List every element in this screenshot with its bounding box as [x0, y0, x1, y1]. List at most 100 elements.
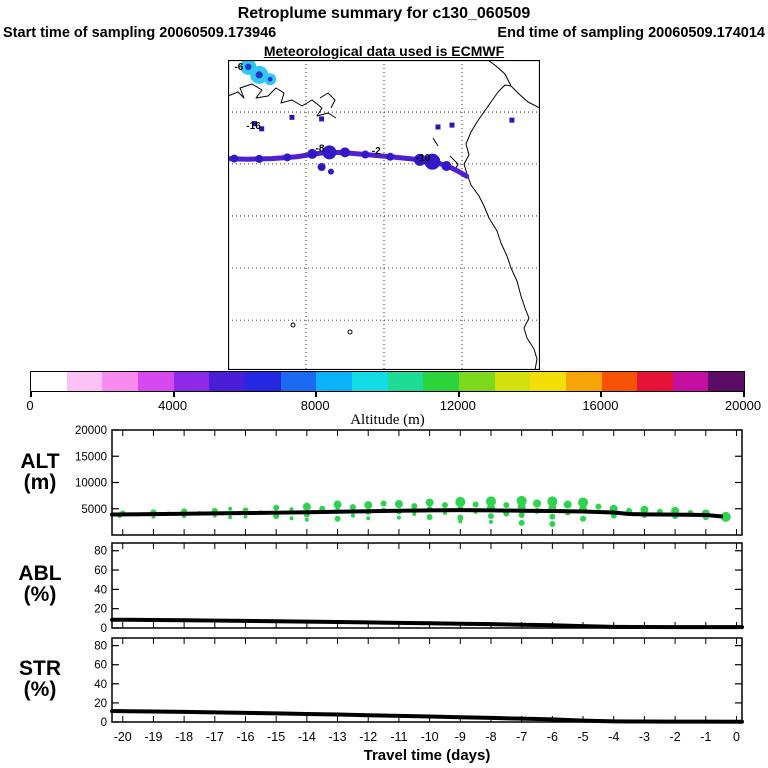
- colorbar-gradient: [30, 371, 745, 392]
- particle-dot: [485, 496, 496, 507]
- colorbar-segment: [530, 372, 566, 391]
- panel-border: [111, 637, 743, 723]
- coastline-gulf: [487, 59, 512, 87]
- plume-marker: [259, 126, 265, 132]
- particle-dot: [289, 516, 294, 521]
- x-tick-label: -13: [329, 730, 347, 744]
- x-tick-label: -17: [206, 730, 224, 744]
- colorbar-segment: [708, 372, 745, 391]
- x-tick-label: -20: [114, 730, 132, 744]
- trajectory-dot: [413, 153, 426, 166]
- trajectory-dot: [361, 150, 370, 159]
- start-time-label: Start time of sampling 20060509.173946: [3, 25, 277, 41]
- particle-dot: [458, 519, 463, 524]
- colorbar-segment: [423, 372, 459, 391]
- y-tick-label: 0: [101, 623, 107, 635]
- trajectory-dot: [441, 161, 452, 172]
- colorbar-tick-label: 16000: [582, 398, 619, 413]
- panel-border: [111, 542, 743, 629]
- plume-marker: [319, 165, 325, 171]
- x-tick-label: -18: [175, 730, 193, 744]
- day-label: -8: [316, 143, 325, 154]
- colorbar-segment: [102, 372, 138, 391]
- day-label: -16: [246, 121, 261, 132]
- map-border: [227, 59, 541, 371]
- particle-dot: [426, 514, 433, 521]
- y-tick-label: 20: [94, 604, 107, 616]
- colorbar: Altitude (m) 0 4000 8000 12000 16000 20000: [26, 371, 761, 428]
- x-tick-label: -16: [236, 730, 254, 744]
- trajectory-dot: [424, 153, 441, 170]
- x-tick-label: -14: [298, 730, 316, 744]
- particle-dot: [350, 513, 355, 518]
- particle-dot: [228, 506, 233, 511]
- trajectory-dot: [340, 147, 350, 158]
- particle-dot: [720, 511, 731, 522]
- y-tick-label: 0: [101, 717, 107, 729]
- colorbar-title: Altitude (m): [350, 412, 425, 428]
- y-tick-label: 60: [94, 565, 107, 577]
- colorbar-tick: [30, 392, 32, 397]
- particle-dot: [518, 519, 525, 526]
- particle-dot: [289, 507, 294, 512]
- particle-dot: [488, 519, 493, 524]
- colorbar-segment: [494, 372, 531, 391]
- x-axis-title: Travel time (days): [364, 747, 491, 764]
- particle-dot: [411, 503, 418, 510]
- colorbar-segment: [173, 372, 210, 391]
- x-tick-label: 0: [733, 730, 740, 744]
- plume-marker: [289, 114, 295, 120]
- colorbar-segment: [672, 372, 709, 391]
- x-tick-label: -12: [359, 730, 377, 744]
- mean-line: [110, 617, 744, 630]
- colorbar-segment: [209, 372, 245, 391]
- colorbar-tick-label: 8000: [300, 398, 330, 413]
- x-tick-label: -6: [547, 730, 558, 744]
- plume-marker: [509, 117, 515, 123]
- plume-marker: [252, 121, 258, 127]
- plume-marker: [319, 116, 325, 122]
- particle-dot: [302, 502, 311, 511]
- particle-dot: [455, 496, 466, 507]
- y-tick-label: 20000: [75, 425, 107, 437]
- high-altitude-blob-center: [245, 63, 252, 71]
- colorbar-tick: [315, 392, 318, 397]
- particle-dot: [380, 500, 387, 507]
- y-tick-label: 80: [94, 641, 107, 653]
- y-tick-label: 40: [94, 584, 107, 596]
- particle-dot: [334, 515, 341, 522]
- x-tick-label: -11: [390, 730, 407, 744]
- x-tick-label: -7: [516, 730, 527, 744]
- y-tick-label: 15000: [75, 451, 107, 463]
- trajectory-dot: [386, 152, 395, 161]
- colorbar-segment: [351, 372, 388, 391]
- coastline-west-coast: [463, 84, 541, 371]
- particle-dot: [457, 514, 464, 521]
- colorbar-tick: [600, 392, 603, 397]
- x-tick-label: -9: [455, 730, 466, 744]
- y-tick-label: 20: [94, 698, 107, 710]
- plume-marker: [435, 124, 441, 130]
- day-label: -10: [416, 153, 431, 164]
- x-tick-label: -19: [144, 730, 162, 744]
- high-altitude-blob-center: [255, 71, 263, 79]
- colorbar-tick: [743, 392, 745, 397]
- colorbar-segment: [244, 372, 281, 391]
- map-gridlines: [228, 60, 540, 370]
- coastline-alaska: [227, 83, 337, 119]
- particle-dot: [228, 515, 233, 520]
- trajectory-dot: [283, 153, 292, 162]
- map-panel: -6 -16 -8 -2 -10: [225, 58, 541, 371]
- colorbar-segment: [637, 372, 673, 391]
- map-trajectory-layer: -6 -16 -8 -2 -10: [225, 58, 515, 179]
- colorbar-tick: [172, 392, 175, 397]
- trajectory-dot: [255, 154, 264, 163]
- panel-str: 0 20 40 60 80: [94, 637, 744, 729]
- particle-dot: [425, 498, 434, 507]
- particle-dot: [487, 513, 494, 520]
- small-island-icon: [347, 329, 353, 335]
- sampling-times: Start time of sampling 20060509.173946 E…: [0, 25, 768, 41]
- trajectory-dot: [307, 148, 318, 159]
- y-tick-label: 60: [94, 660, 107, 672]
